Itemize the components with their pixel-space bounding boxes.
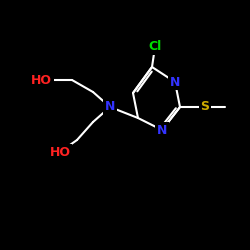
Text: HO: HO (50, 146, 70, 158)
Text: Cl: Cl (148, 40, 162, 54)
Text: N: N (170, 76, 180, 88)
Text: S: S (200, 100, 209, 114)
Text: N: N (157, 124, 167, 136)
Text: HO: HO (31, 74, 52, 86)
Text: N: N (105, 100, 115, 114)
